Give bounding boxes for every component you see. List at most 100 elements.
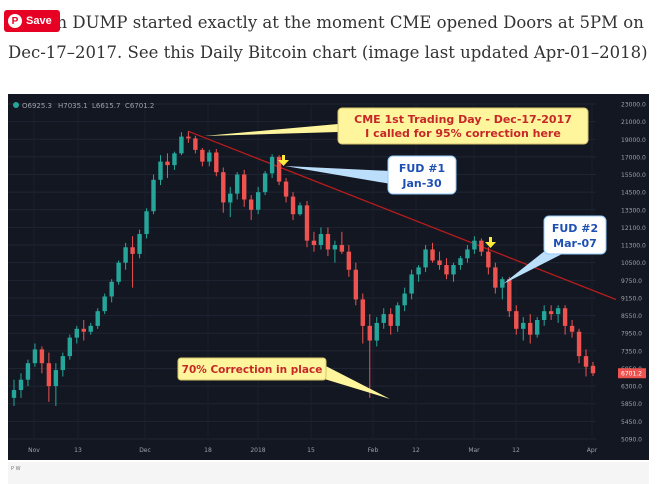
legend-open: O6925.3 (22, 102, 52, 110)
candle-body (479, 240, 484, 252)
candle-body (430, 249, 435, 261)
candle-body (88, 325, 93, 332)
candle-body (158, 161, 163, 180)
candle-body (11, 390, 17, 398)
candle-body (186, 136, 191, 139)
price-tick-label: 6300.0 (621, 384, 642, 391)
price-tick-label: 17000.0 (621, 154, 646, 161)
candle-body (507, 279, 512, 312)
candle-body (583, 356, 589, 367)
candle-body (318, 234, 324, 246)
callout-fud2-line1: FUD #2 (552, 222, 598, 235)
candle-body (423, 249, 428, 268)
callout-fud1-line2: Jan-30 (401, 177, 442, 190)
legend-close: C6701.2 (125, 102, 154, 110)
time-tick-label: 13 (74, 447, 82, 454)
candle-body (562, 308, 568, 326)
time-tick-label: Nov (28, 447, 40, 454)
last-price-label: 6701.2 (621, 371, 642, 378)
price-axis: 23000.0 21000.0 19000.0 17000.0 15500.0 14500… (618, 102, 646, 444)
candle-body (451, 265, 456, 275)
candle-body (458, 258, 463, 266)
candle-body (346, 251, 352, 270)
price-tick-label: 19000.0 (621, 137, 646, 144)
candle-body (214, 152, 219, 173)
candlestick-chart: 23000.0 21000.0 19000.0 17000.0 15500.0 14500… (8, 102, 646, 454)
candle-body (534, 319, 540, 335)
candle-body (339, 245, 345, 252)
save-button-label: Save (26, 15, 52, 27)
candle-body (200, 149, 205, 162)
candle-body (137, 234, 142, 254)
candle-body (416, 267, 421, 275)
candle-body (179, 136, 184, 154)
candle-body (283, 181, 289, 197)
candle-body (130, 247, 135, 254)
price-tick-label: 23000.0 (621, 102, 646, 109)
candle-body (555, 308, 561, 315)
candle-body (297, 205, 303, 215)
candle-body (60, 356, 66, 371)
candle-body (493, 267, 498, 288)
arrow-fud2-icon (485, 237, 496, 248)
candle-body (228, 193, 233, 203)
candle-body (67, 337, 73, 357)
candle-body (248, 199, 254, 210)
callout-correction-text: 70% Correction in place (182, 364, 323, 376)
bitcoin-chart: 23000.0 21000.0 19000.0 17000.0 15500.0 14500… (8, 94, 649, 460)
candle-body (395, 305, 400, 326)
candle-body (374, 322, 379, 341)
callout-fud1-line1: FUD #1 (399, 162, 445, 175)
candle-body (25, 363, 31, 380)
caption-line-1: Bitcoin DUMP started exactly at the mome… (8, 13, 644, 32)
time-tick-label: 12 (412, 447, 420, 454)
candle-body (18, 379, 24, 391)
time-tick-label: 2018 (250, 447, 265, 454)
price-tick-label: 7950.0 (621, 331, 642, 338)
candle-body (541, 311, 547, 320)
candle-body (514, 311, 519, 329)
time-tick-label: Apr (587, 447, 598, 454)
candle-body (290, 196, 296, 215)
time-tick-label: Dec (139, 447, 151, 454)
price-tick-label: 5850.0 (621, 401, 642, 408)
callout-fud1: FUD #1 Jan-30 (285, 155, 457, 195)
candle-body (235, 174, 240, 194)
candle-body (332, 245, 338, 250)
trend-line (188, 130, 617, 301)
candle-body (74, 328, 79, 338)
candle-body (311, 240, 317, 246)
callout-correction: 70% Correction in place (177, 357, 390, 399)
candles (11, 131, 596, 406)
price-tick-label: 13300.0 (621, 207, 646, 214)
callout-fud2: FUD #2 Mar-07 (503, 215, 607, 284)
time-tick-label: 18 (204, 447, 212, 454)
legend-low: L6615.7 (92, 102, 120, 110)
price-tick-label: 7350.0 (621, 348, 642, 355)
candle-body (325, 234, 331, 250)
candle-body (465, 249, 470, 259)
candle-body (500, 279, 505, 288)
candle-body (276, 156, 282, 182)
candle-body (269, 156, 275, 174)
price-tick-label: 15500.0 (621, 172, 646, 179)
post-caption: Bitcoin DUMP started exactly at the mome… (8, 8, 653, 68)
candle-body (193, 138, 198, 150)
candle-body (402, 293, 407, 306)
pinterest-save-button[interactable]: P Save (4, 10, 60, 32)
price-tick-label: 5090.0 (621, 437, 642, 444)
candle-body (569, 325, 575, 332)
pinterest-icon: P (8, 14, 22, 28)
candle-body (444, 265, 449, 275)
candle-body (116, 262, 121, 282)
candle-body (472, 240, 477, 250)
footer-text: P W (11, 466, 21, 472)
callout-cme: CME 1st Trading Day - Dec-17-2017 I call… (204, 107, 589, 145)
candle-body (144, 211, 149, 235)
candle-body (221, 172, 226, 203)
price-tick-label: 11300.0 (621, 243, 646, 250)
candle-body (367, 325, 372, 341)
price-tick-label: 9750.0 (621, 278, 642, 285)
candle-body (165, 161, 170, 166)
price-tick-label: 9150.0 (621, 295, 642, 302)
